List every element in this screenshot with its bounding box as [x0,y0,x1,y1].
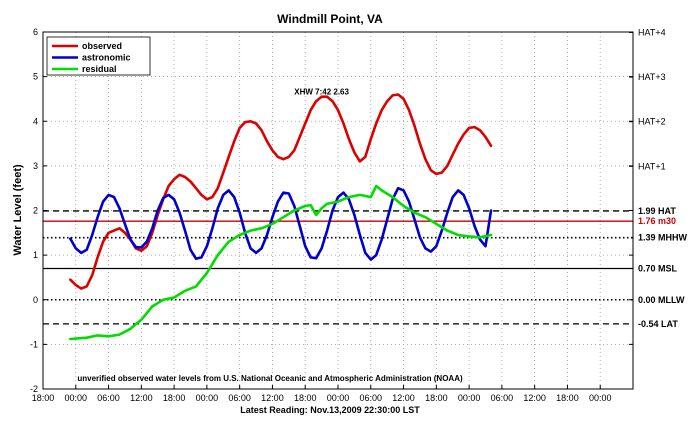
series-line-observed [69,93,493,290]
x-tick-label: 18:00 [556,393,579,403]
x-tick-label: 18:00 [294,393,317,403]
reference-label: 1.39 MHHW [638,233,688,243]
xhw-annotation: XHW 7:42 2.63 [294,88,349,97]
series-line-astronomic [69,186,493,261]
x-tick-label: 12:00 [523,393,546,403]
right-label: HAT+1 [638,161,666,171]
data-source-note: unverified observed water levels from U.… [77,374,463,383]
right-label: HAT+2 [638,117,666,127]
x-tick-label: 00:00 [196,393,219,403]
x-tick-label: 06:00 [97,393,120,403]
chart-title: Windmill Point, VA [277,12,383,26]
x-axis: 18:00 00:00 06:00 12:00 18:00 00:00 06:00 12:00… [32,385,634,403]
y-tick-label: 2 [33,206,38,216]
right-labels: HAT+1 HAT+2 HAT+3 HAT+4 [629,27,666,171]
legend-label-residual: residual [82,64,117,74]
x-tick-label: 00:00 [327,393,350,403]
y-tick-label: 4 [33,116,38,126]
y-axis-label: Water Level (feet) [12,164,24,256]
y-tick-label: -2 [30,384,38,394]
series-layer [69,93,493,341]
reference-label: 1.99 HAT [638,206,676,216]
y-tick-label: -1 [30,339,38,349]
legend-label-observed: observed [82,41,122,51]
y-tick-label: 3 [33,161,38,171]
latest-reading: Latest Reading: Nov.13,2009 22:30:00 LST [240,405,420,415]
reference-label: 0.70 MSL [638,264,678,274]
x-tick-label: 00:00 [458,393,481,403]
x-tick-label: 18:00 [32,393,55,403]
reference-label: -0.54 LAT [638,319,678,329]
x-tick-label: 06:00 [491,393,514,403]
reference-label: 0.00 MLLW [638,295,685,305]
x-tick-label: 12:00 [130,393,153,403]
series-line-residual [69,184,493,341]
y-tick-label: 1 [33,250,38,260]
x-tick-label: 00:00 [589,393,612,403]
reference-label: 1.76 m30 [638,216,676,226]
legend-label-astronomic: astronomic [82,53,131,63]
x-tick-label: 18:00 [163,393,186,403]
x-tick-label: 06:00 [228,393,251,403]
x-tick-label: 06:00 [360,393,383,403]
y-tick-label: 0 [33,295,38,305]
y-tick-label: 5 [33,72,38,82]
y-tick-label: 6 [33,27,38,37]
x-tick-label: 12:00 [392,393,415,403]
right-label: HAT+4 [638,27,666,37]
x-tick-label: 12:00 [261,393,284,403]
x-tick-label: 00:00 [65,393,88,403]
x-tick-label: 18:00 [425,393,448,403]
right-label: HAT+3 [638,72,666,82]
